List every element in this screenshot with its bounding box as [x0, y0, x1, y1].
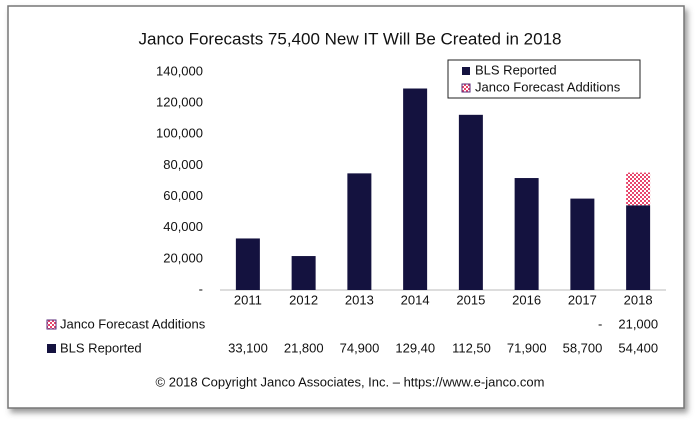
y-tick-label: 120,000 — [156, 95, 203, 110]
y-tick-label: 20,000 — [163, 250, 203, 265]
x-tick-label: 2012 — [289, 292, 318, 307]
legend-box — [447, 59, 641, 99]
table-row-label: BLS Reported — [60, 340, 142, 355]
x-tick-label: 2016 — [512, 292, 541, 307]
table-value: 71,900 — [507, 340, 547, 355]
bar — [514, 178, 539, 290]
y-tick-label: 100,000 — [156, 126, 203, 141]
y-tick-label: 140,000 — [156, 63, 203, 78]
table-value: 74,900 — [340, 340, 380, 355]
table-value: 21,000 — [618, 316, 658, 331]
x-tick-label: 2017 — [568, 292, 597, 307]
x-tick-label: 2011 — [234, 292, 262, 307]
bar — [291, 256, 316, 290]
bar — [570, 198, 595, 290]
table-value: 21,800 — [284, 340, 324, 355]
y-tick-label: 60,000 — [163, 188, 203, 203]
footnote: © 2018 Copyright Janco Associates, Inc. … — [156, 374, 545, 389]
table-value: 33,100 — [228, 340, 268, 355]
table-value: 58,700 — [563, 340, 603, 355]
legend-key — [462, 67, 470, 75]
table-legend-key — [47, 344, 56, 353]
table-value: 129,40 — [395, 340, 435, 355]
x-tick-label: 2013 — [345, 292, 374, 307]
x-tick-label: 2018 — [624, 292, 653, 307]
bar — [626, 172, 651, 206]
legend-label: BLS Reported — [475, 62, 557, 77]
table-legend-key — [46, 319, 57, 330]
y-tick-label: 80,000 — [163, 157, 203, 172]
table-value: - — [598, 316, 602, 331]
bar — [626, 205, 651, 290]
bar — [347, 173, 372, 290]
x-tick-label: 2014 — [401, 292, 430, 307]
bar — [235, 238, 260, 290]
x-tick-label: 2015 — [456, 292, 485, 307]
table-value: 112,50 — [452, 340, 491, 355]
chart-title: Janco Forecasts 75,400 New IT Will Be Cr… — [138, 29, 561, 48]
y-tick-label: 40,000 — [163, 219, 203, 234]
y-tick-label: - — [199, 281, 203, 296]
legend-label: Janco Forecast Additions — [475, 79, 621, 94]
bar — [403, 88, 428, 291]
legend-key — [461, 83, 471, 93]
table-row-label: Janco Forecast Additions — [60, 316, 206, 331]
table-value: 54,400 — [618, 340, 658, 355]
bar — [458, 114, 483, 290]
